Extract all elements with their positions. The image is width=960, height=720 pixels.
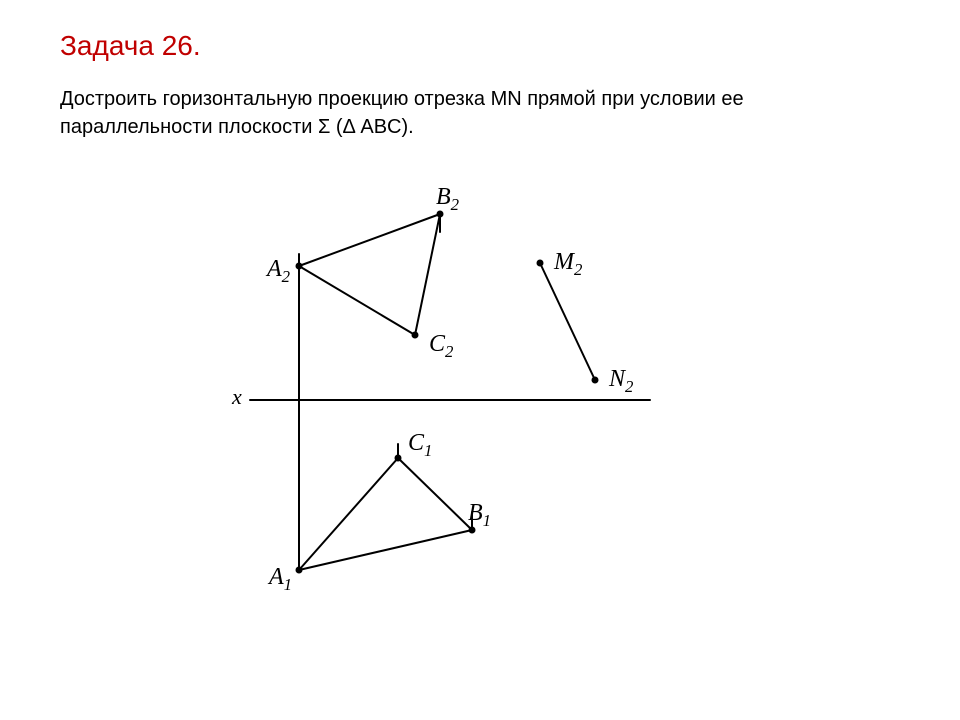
point-label-a2: A2 <box>267 256 290 287</box>
projection-diagram <box>0 0 960 720</box>
point-label-c2: C2 <box>429 331 453 362</box>
point-label-b1: B1 <box>468 500 491 531</box>
point-label-c1: C1 <box>408 430 432 461</box>
axis-label-x: x <box>232 384 242 410</box>
point-label-n2: N2 <box>609 366 633 397</box>
point-label-a1: A1 <box>269 564 292 595</box>
point-label-m2: M2 <box>554 249 582 280</box>
point-label-b2: B2 <box>436 184 459 215</box>
